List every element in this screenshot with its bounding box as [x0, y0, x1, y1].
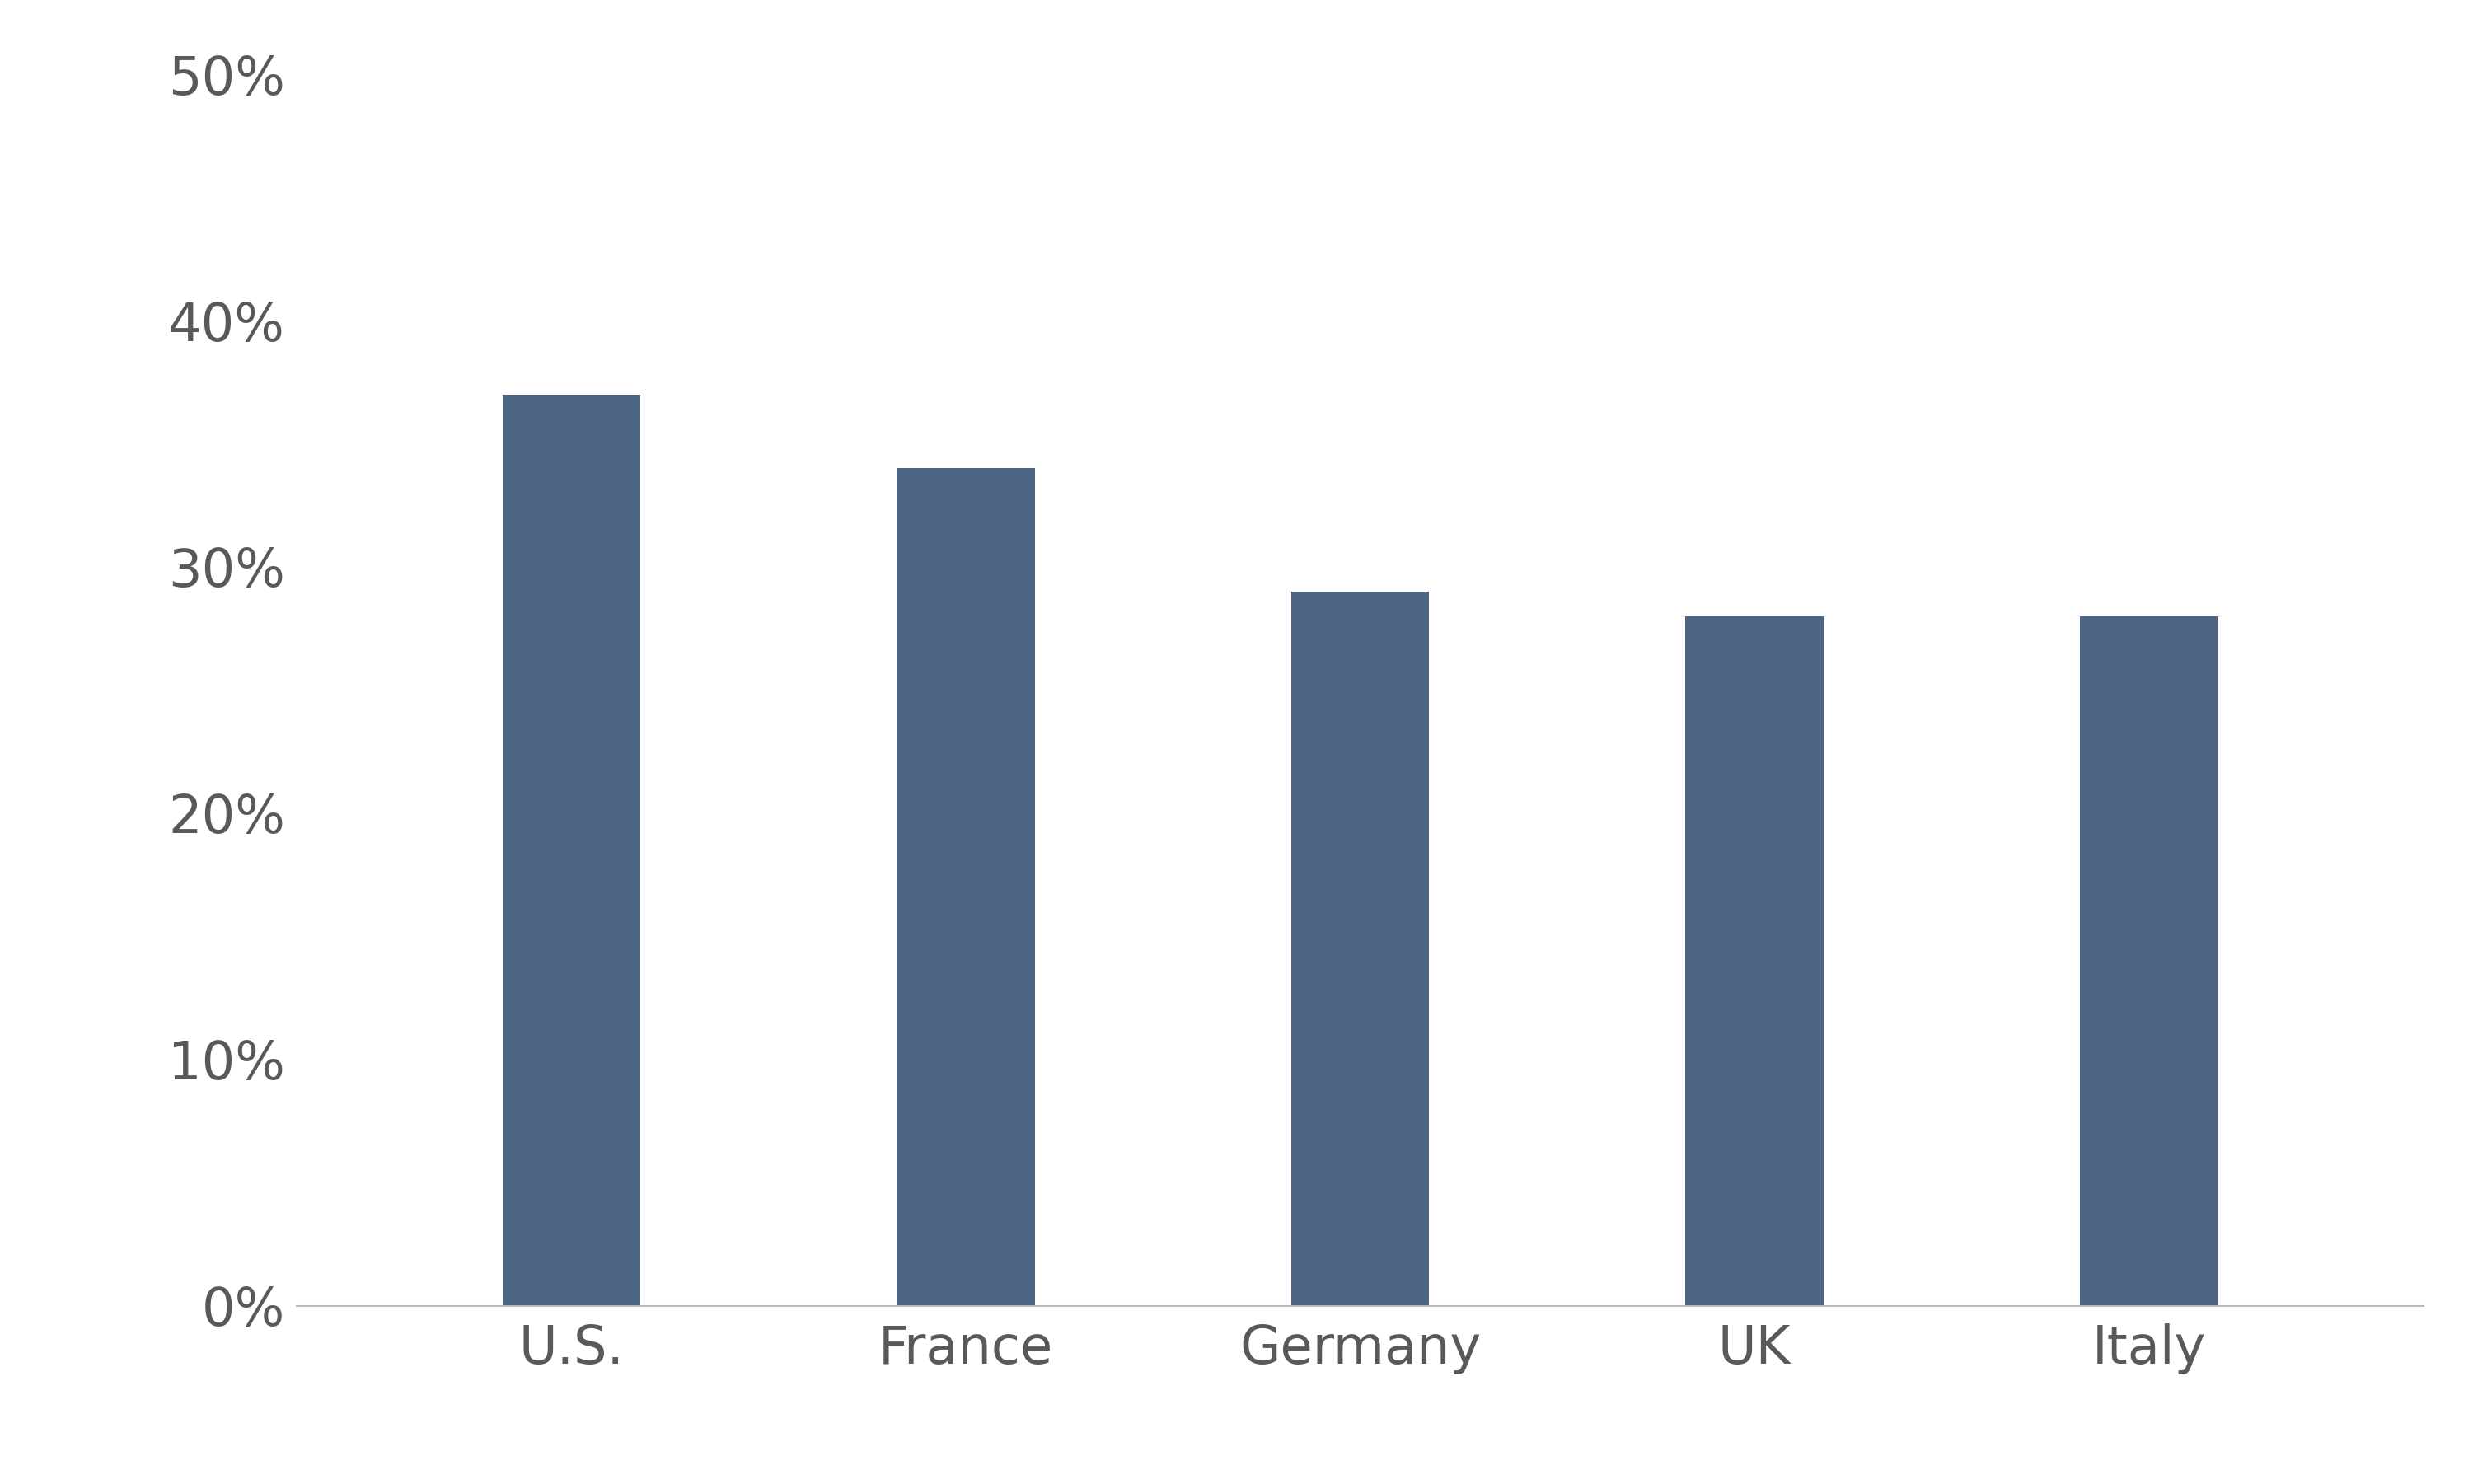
Bar [898, 469, 1034, 1306]
Bar [2080, 616, 2218, 1306]
Bar [1291, 592, 1429, 1306]
Bar [502, 395, 641, 1306]
Bar [1687, 616, 1823, 1306]
